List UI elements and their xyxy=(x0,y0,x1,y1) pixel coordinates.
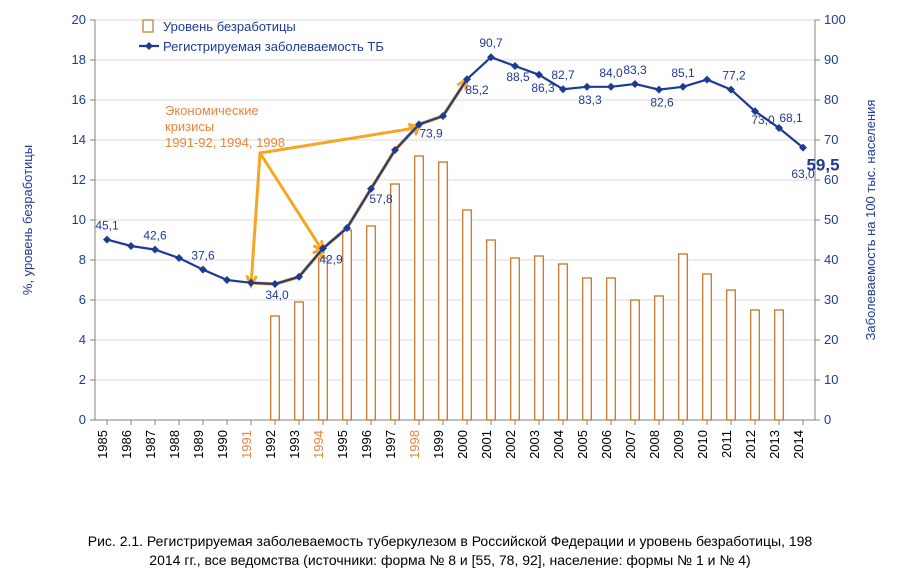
svg-text:16: 16 xyxy=(72,92,86,107)
svg-text:2003: 2003 xyxy=(527,430,542,459)
figure-caption: Рис. 2.1. Регистрируемая заболеваемость … xyxy=(0,532,900,570)
svg-text:2005: 2005 xyxy=(575,430,590,459)
svg-text:1995: 1995 xyxy=(335,430,350,459)
combo-chart-svg: 0246810121416182001020304050607080901001… xyxy=(0,0,900,510)
svg-text:2007: 2007 xyxy=(623,430,638,459)
svg-text:6: 6 xyxy=(79,292,86,307)
svg-text:2011: 2011 xyxy=(719,430,734,458)
svg-text:30: 30 xyxy=(824,292,838,307)
svg-text:2009: 2009 xyxy=(671,430,686,459)
svg-text:45,1: 45,1 xyxy=(95,219,119,233)
svg-text:50: 50 xyxy=(824,212,838,227)
svg-text:1985: 1985 xyxy=(95,430,110,459)
svg-text:Уровень безработицы: Уровень безработицы xyxy=(163,19,296,34)
svg-text:82,7: 82,7 xyxy=(551,68,575,82)
svg-text:2006: 2006 xyxy=(599,430,614,459)
svg-text:1994: 1994 xyxy=(311,430,326,459)
svg-text:10: 10 xyxy=(72,212,86,227)
chart-container: { "chart": { "type": "combo-bar-line", "… xyxy=(0,0,900,582)
caption-line-1: Рис. 2.1. Регистрируемая заболеваемость … xyxy=(88,533,812,549)
svg-text:73,0: 73,0 xyxy=(751,113,775,127)
svg-text:2001: 2001 xyxy=(479,430,494,459)
svg-text:1999: 1999 xyxy=(431,430,446,459)
svg-text:1996: 1996 xyxy=(359,430,374,459)
svg-text:57,8: 57,8 xyxy=(369,192,393,206)
svg-text:2002: 2002 xyxy=(503,430,518,459)
svg-text:2004: 2004 xyxy=(551,430,566,459)
svg-text:2010: 2010 xyxy=(695,430,710,459)
svg-text:40: 40 xyxy=(824,252,838,267)
svg-text:90,7: 90,7 xyxy=(479,36,503,50)
svg-text:14: 14 xyxy=(72,132,86,147)
svg-text:1991-92, 1994, 1998: 1991-92, 1994, 1998 xyxy=(165,135,285,150)
svg-text:кризисы: кризисы xyxy=(165,119,214,134)
svg-text:2008: 2008 xyxy=(647,430,662,459)
svg-text:83,3: 83,3 xyxy=(578,93,602,107)
svg-text:77,2: 77,2 xyxy=(722,69,746,83)
svg-text:4: 4 xyxy=(79,332,86,347)
svg-text:1987: 1987 xyxy=(143,430,158,459)
svg-text:12: 12 xyxy=(72,172,86,187)
svg-text:2014: 2014 xyxy=(791,430,806,459)
svg-text:1997: 1997 xyxy=(383,430,398,459)
svg-text:68,1: 68,1 xyxy=(779,111,803,125)
svg-text:1990: 1990 xyxy=(215,430,230,459)
svg-text:18: 18 xyxy=(72,52,86,67)
svg-text:1989: 1989 xyxy=(191,430,206,459)
svg-text:Экономические: Экономические xyxy=(165,103,259,118)
svg-text:1998: 1998 xyxy=(407,430,422,459)
svg-text:100: 100 xyxy=(824,12,846,27)
caption-line-2: 2014 гг., все ведомства (источники: форм… xyxy=(149,552,750,568)
svg-text:0: 0 xyxy=(824,412,831,427)
svg-text:83,3: 83,3 xyxy=(623,63,647,77)
svg-text:1993: 1993 xyxy=(287,430,302,459)
svg-text:85,2: 85,2 xyxy=(465,83,489,97)
svg-text:2000: 2000 xyxy=(455,430,470,459)
svg-text:2012: 2012 xyxy=(743,430,758,459)
svg-text:42,9: 42,9 xyxy=(319,252,343,266)
svg-text:Регистрируемая заболеваемость: Регистрируемая заболеваемость ТБ xyxy=(163,39,384,54)
svg-text:2013: 2013 xyxy=(767,430,782,459)
svg-text:8: 8 xyxy=(79,252,86,267)
svg-text:90: 90 xyxy=(824,52,838,67)
svg-text:73,9: 73,9 xyxy=(419,126,443,140)
svg-text:34,0: 34,0 xyxy=(265,288,289,302)
svg-text:63,0: 63,0 xyxy=(791,167,815,181)
svg-text:84,0: 84,0 xyxy=(599,66,623,80)
svg-text:0: 0 xyxy=(79,412,86,427)
svg-text:2: 2 xyxy=(79,372,86,387)
svg-text:70: 70 xyxy=(824,132,838,147)
svg-text:86,3: 86,3 xyxy=(531,81,555,95)
svg-text:37,6: 37,6 xyxy=(191,249,215,263)
svg-text:20: 20 xyxy=(72,12,86,27)
svg-text:1992: 1992 xyxy=(263,430,278,459)
svg-text:42,6: 42,6 xyxy=(143,229,167,243)
svg-text:20: 20 xyxy=(824,332,838,347)
svg-text:85,1: 85,1 xyxy=(671,66,695,80)
svg-text:%, уровень безработицы: %, уровень безработицы xyxy=(20,145,35,295)
svg-text:10: 10 xyxy=(824,372,838,387)
svg-text:1991: 1991 xyxy=(239,430,254,459)
svg-text:82,6: 82,6 xyxy=(650,96,674,110)
svg-text:Заболеваемость на 100 тыс. н: Заболеваемость на 100 тыс. населения xyxy=(863,100,878,341)
svg-text:1986: 1986 xyxy=(119,430,134,459)
svg-text:80: 80 xyxy=(824,92,838,107)
svg-text:88,5: 88,5 xyxy=(506,70,530,84)
svg-text:1988: 1988 xyxy=(167,430,182,459)
